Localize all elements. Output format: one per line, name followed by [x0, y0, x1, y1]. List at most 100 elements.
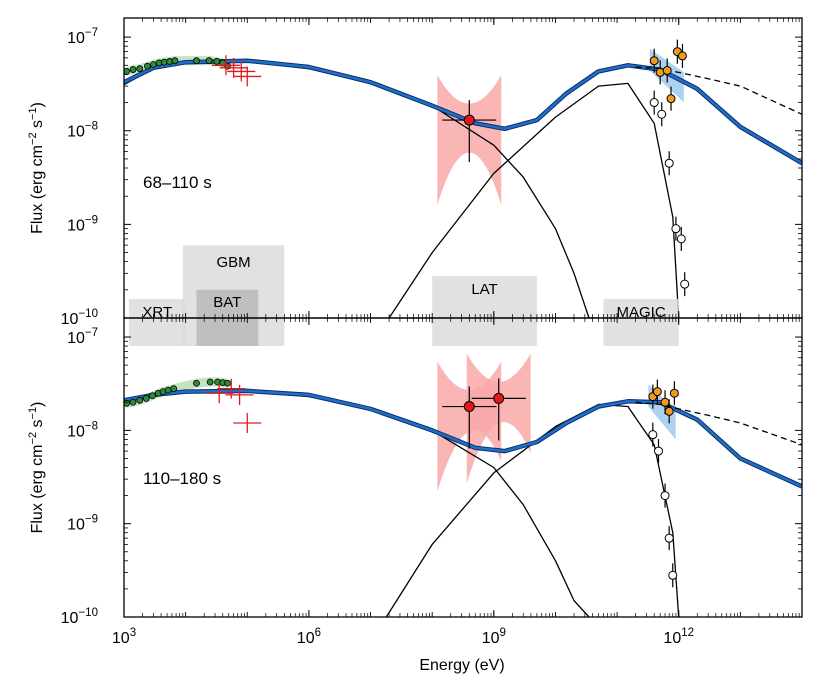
y-tick-label-exp: −7: [85, 327, 98, 339]
magic-observed-marker: [664, 533, 674, 543]
y-tick-label-base: 10: [67, 124, 85, 141]
y-axis-label-part: −2: [27, 432, 39, 445]
xrt-point: [164, 386, 172, 394]
magic-observed-point: [664, 526, 674, 551]
band-label-lat: LAT: [471, 281, 497, 298]
xrt-point: [193, 379, 200, 387]
xrt-point: [136, 396, 144, 404]
y-tick-label-exp: −7: [85, 27, 98, 39]
instrument-bands: XRT GBM BAT LAT MAGIC: [128, 245, 679, 346]
magic-observed-marker: [664, 158, 674, 168]
magic-observed-point: [654, 439, 664, 464]
magic-deabsorbed-marker: [664, 406, 674, 416]
xrt-point: [142, 395, 150, 402]
xrt-point: [193, 57, 200, 65]
y-tick-label-base: 10: [67, 217, 85, 234]
bat-point: [233, 412, 262, 433]
band-lat: [432, 276, 537, 346]
band-label-gbm: GBM: [217, 254, 251, 271]
inverse-compton-curve: [385, 403, 680, 617]
magic-observed-marker: [676, 234, 686, 244]
intrinsic-dashed-curve: [635, 66, 802, 115]
y-axis-label-part: −1: [27, 407, 39, 420]
magic-deabsorbed-point: [672, 39, 682, 64]
magic-observed-marker: [680, 279, 690, 289]
y-tick-label-base: 10: [67, 330, 85, 347]
magic-deabsorbed-point: [649, 48, 659, 73]
bat-point: [227, 61, 256, 82]
lat-point-marker: [463, 114, 475, 126]
total-model-curve: [124, 59, 802, 165]
y-tick-label-exp: −10: [78, 308, 98, 320]
band-label-bat: BAT: [213, 294, 241, 311]
magic-deabsorbed-marker: [662, 65, 672, 75]
lat-point: [471, 378, 526, 441]
panel-time-label: 110–180 s: [143, 469, 221, 488]
xrt-point: [129, 398, 137, 406]
y-tick-label-base: 10: [61, 610, 79, 627]
y-tick-label-exp: −9: [85, 214, 98, 226]
y-tick-label: 10−10: [61, 607, 98, 627]
x-tick-label-exp: 3: [130, 627, 136, 639]
y-axis-label: Flux (erg cm−2 s−1): [27, 402, 46, 534]
y-tick-label-exp: −9: [85, 514, 98, 526]
magic-deabsorbed-marker: [649, 56, 659, 66]
xrt-point: [124, 399, 130, 407]
xrt-point: [170, 385, 178, 393]
xrt-point: [206, 378, 214, 386]
y-axis-label-part: −2: [27, 132, 39, 145]
x-tick-label-exp: 12: [681, 627, 694, 639]
intrinsic-dashed-curve: [635, 401, 802, 446]
y-axis-label-part: ): [29, 102, 46, 107]
magic-observed-marker: [649, 98, 659, 108]
band-label-xrt: XRT: [142, 304, 172, 321]
y-axis-label-part: Flux (erg cm: [29, 444, 46, 533]
x-tick-label: 103: [112, 627, 136, 647]
inverse-compton-curve: [388, 82, 680, 318]
y-tick-label-base: 10: [61, 311, 79, 328]
y-tick-label: 10−7: [67, 327, 98, 347]
y-axis-label-part: ): [29, 402, 46, 407]
x-axis: 103 106 109 1012: [112, 18, 800, 647]
y-tick-label-exp: −8: [85, 420, 98, 432]
y-tick-label: 10−9: [67, 214, 98, 234]
xrt-point: [171, 57, 179, 65]
bat-point: [233, 66, 262, 87]
y-tick-label-base: 10: [67, 30, 85, 47]
xrt-band: [126, 377, 228, 408]
y-tick-label: 10−10: [61, 308, 98, 328]
magic-observed-point: [671, 216, 681, 241]
xrt-point: [129, 66, 137, 73]
xrt-point: [150, 61, 157, 68]
xrt-point: [213, 58, 221, 65]
lat-point: [442, 100, 497, 163]
y-axis-label: Flux (erg cm−2 s−1): [27, 102, 46, 234]
magic-deabsorbed-marker: [666, 94, 676, 104]
total-model-curve: [124, 389, 802, 488]
lat-point: [442, 386, 497, 449]
magic-observed-marker: [671, 224, 681, 234]
magic-observed-marker: [668, 570, 678, 580]
magic-deabsorbed-point: [662, 58, 672, 83]
magic-deabsorbed-marker: [669, 388, 679, 398]
magic-observed-point: [676, 226, 686, 251]
panel-frame-bottom: [123, 317, 803, 618]
y-tick-label-exp: −8: [85, 121, 98, 133]
magic-observed-point: [648, 422, 658, 447]
x-tick-label-base: 10: [297, 630, 315, 647]
x-tick-label: 1012: [663, 627, 694, 647]
x-tick-label-base: 10: [112, 630, 130, 647]
magic-observed-point: [680, 272, 690, 297]
magic-deabsorbed-point: [669, 381, 679, 406]
y-axis-label-part: Flux (erg cm: [29, 145, 46, 234]
magic-deabsorbed-marker: [660, 397, 670, 407]
magic-observed-point: [660, 483, 670, 508]
magic-observed-point: [657, 102, 667, 127]
magic-observed-point: [649, 90, 659, 115]
x-axis-label: Energy (eV): [419, 657, 504, 674]
bat-point: [219, 57, 248, 78]
x-tick-label-exp: 6: [315, 627, 321, 639]
xrt-point: [205, 57, 213, 65]
